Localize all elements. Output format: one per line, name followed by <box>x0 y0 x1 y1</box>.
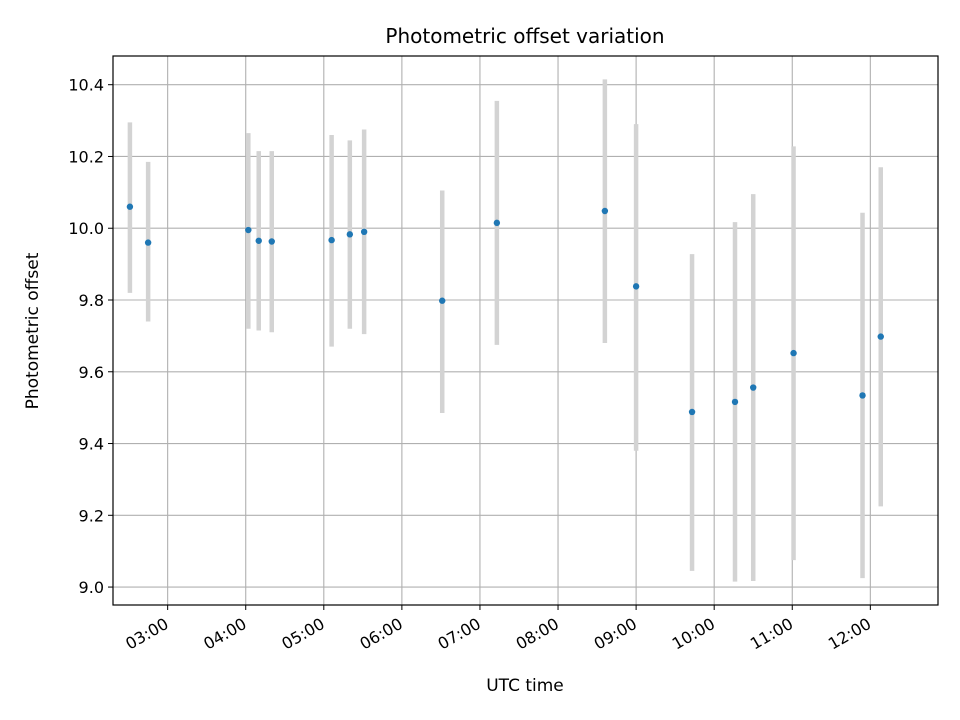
y-tick-label: 9.6 <box>79 363 104 382</box>
y-tick-label: 9.2 <box>79 506 104 525</box>
data-point <box>859 392 866 399</box>
data-point <box>346 231 354 238</box>
data-point <box>877 333 884 340</box>
y-tick-label: 10.2 <box>68 147 104 166</box>
data-point <box>731 398 739 406</box>
y-tick-label: 9.0 <box>79 578 104 597</box>
data-point <box>750 384 757 391</box>
data-point <box>268 238 275 245</box>
data-point <box>439 297 446 304</box>
data-point <box>328 236 335 244</box>
data-point <box>790 349 797 357</box>
y-axis: 9.0 9.2 9.4 9.6 9.8 10.0 10.2 10.4 <box>68 76 113 597</box>
y-axis-title: Photometric offset <box>23 252 43 409</box>
data-point <box>255 237 262 244</box>
y-tick-label: 10.0 <box>68 219 104 238</box>
data-points <box>126 203 884 416</box>
data-point <box>144 239 152 246</box>
plot-area-frame <box>112 55 939 606</box>
y-tick-label: 10.4 <box>68 76 104 95</box>
y-tick-label: 9.4 <box>79 435 104 454</box>
chart-title: Photometric offset variation <box>385 24 664 48</box>
data-point <box>688 408 696 416</box>
data-point <box>360 228 368 236</box>
x-axis-title: UTC time <box>486 676 564 696</box>
data-point <box>245 226 252 234</box>
y-tick-label: 9.8 <box>79 291 104 310</box>
data-point <box>632 283 640 290</box>
data-point <box>493 219 501 227</box>
data-point <box>601 207 609 215</box>
data-point <box>126 203 134 210</box>
